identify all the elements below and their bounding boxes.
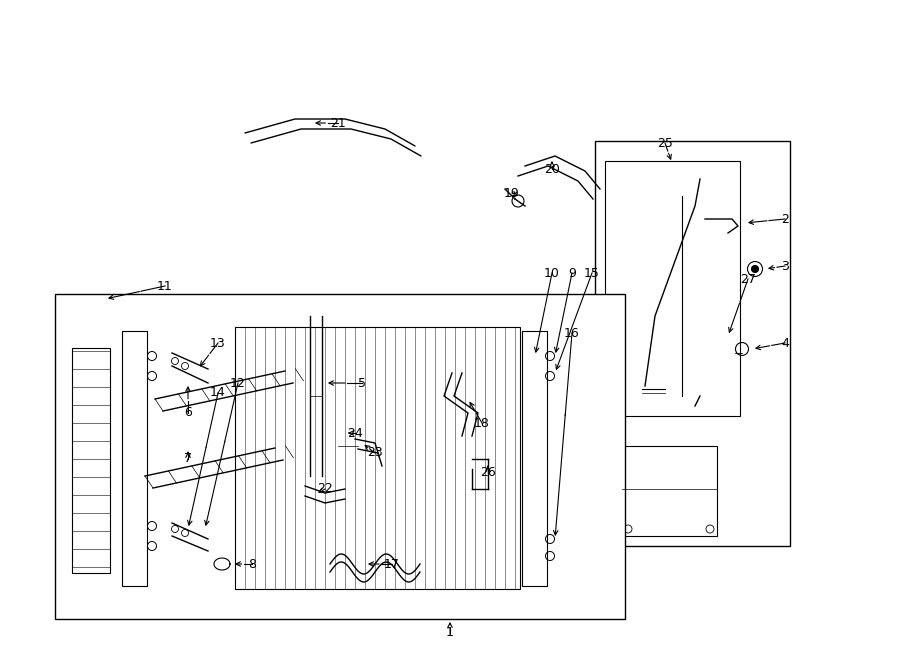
Text: 7: 7 xyxy=(184,453,192,465)
Text: 8: 8 xyxy=(248,557,256,570)
Bar xyxy=(122,331,147,586)
Bar xyxy=(622,446,717,536)
Text: 13: 13 xyxy=(210,336,226,350)
Text: 16: 16 xyxy=(564,327,580,340)
Bar xyxy=(72,348,110,573)
Bar xyxy=(522,331,547,586)
Text: 4: 4 xyxy=(781,336,789,350)
Text: 10: 10 xyxy=(544,266,560,280)
Bar xyxy=(605,161,740,416)
Text: 1: 1 xyxy=(446,627,454,639)
Text: 3: 3 xyxy=(781,260,789,272)
Text: 5: 5 xyxy=(358,377,366,389)
Text: 12: 12 xyxy=(230,377,246,389)
Text: 22: 22 xyxy=(317,483,333,496)
Circle shape xyxy=(344,429,352,437)
Text: 11: 11 xyxy=(158,280,173,293)
Text: 17: 17 xyxy=(384,557,400,570)
Text: 19: 19 xyxy=(504,186,520,200)
Text: 2: 2 xyxy=(781,212,789,225)
Text: 25: 25 xyxy=(657,137,673,149)
Text: 6: 6 xyxy=(184,407,192,420)
Text: 15: 15 xyxy=(584,266,600,280)
Text: 20: 20 xyxy=(544,163,560,176)
Text: 18: 18 xyxy=(474,416,490,430)
Circle shape xyxy=(752,266,759,272)
Bar xyxy=(235,327,520,589)
Text: 24: 24 xyxy=(347,426,363,440)
Text: 14: 14 xyxy=(210,387,226,399)
Text: 26: 26 xyxy=(480,467,496,479)
Text: 21: 21 xyxy=(330,116,346,130)
Bar xyxy=(55,294,625,619)
Text: 9: 9 xyxy=(568,266,576,280)
Text: 27: 27 xyxy=(740,272,756,286)
Text: 23: 23 xyxy=(367,446,382,459)
Bar xyxy=(595,141,790,546)
